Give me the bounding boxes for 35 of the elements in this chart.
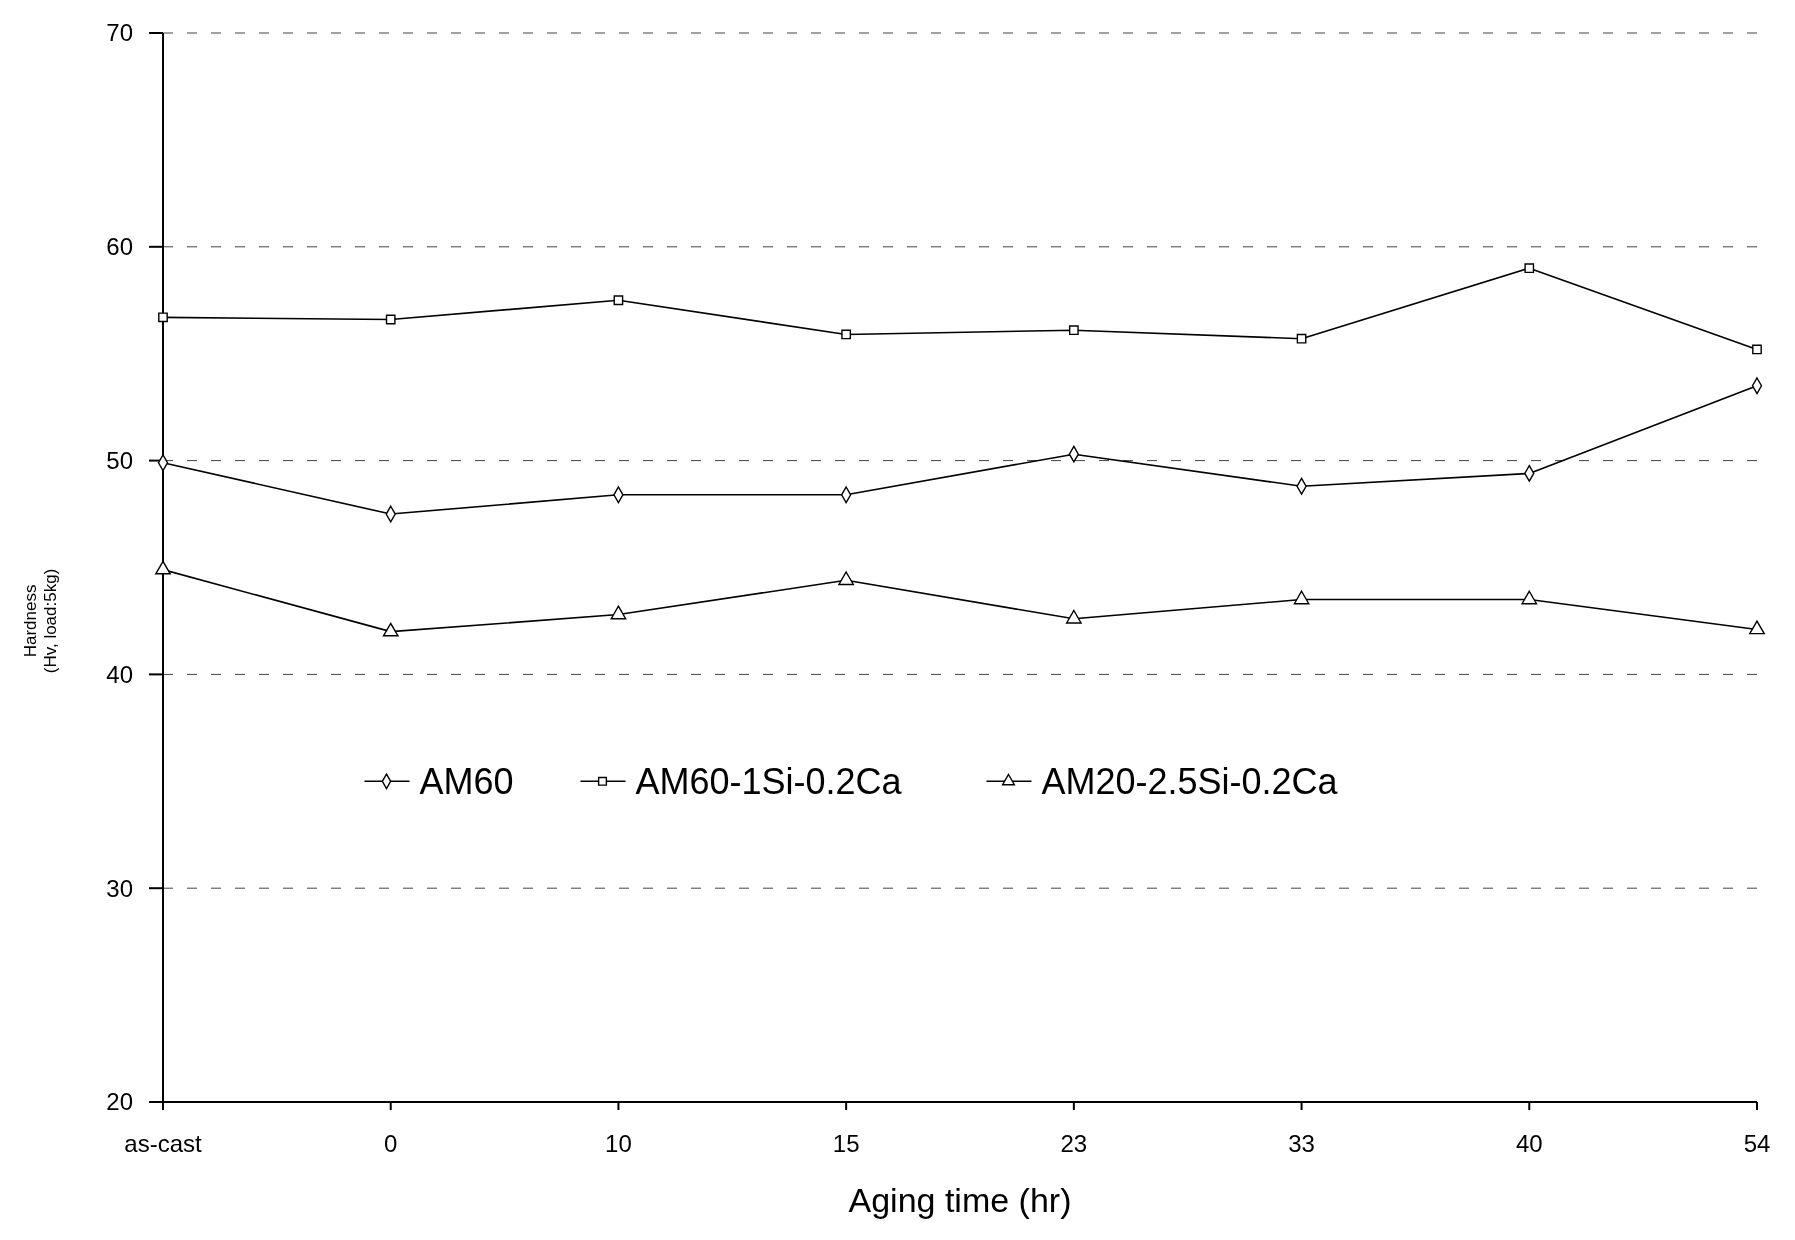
point [1068,325,1079,336]
point [1752,344,1762,355]
point [158,312,168,323]
point [1065,609,1082,624]
point [385,314,396,325]
x-tick-label: as-cast [124,1130,203,1157]
y-tick-label: 70 [106,19,133,47]
legend-label: AM20-2.5Si-0.2Ca [1041,760,1339,802]
legend-label: AM60-1Si-0.2Ca [635,760,903,802]
x-tick-label: 0 [384,1130,398,1157]
point [382,622,399,637]
point [610,605,627,620]
x-axis-title: Aging time (hr) [848,1181,1072,1219]
point [1524,263,1535,274]
point [1521,590,1538,605]
legend-label: AM60 [419,760,514,802]
point [1749,620,1765,635]
point [1293,590,1310,605]
point [841,329,852,340]
point [613,295,624,306]
y-tick-label: 30 [106,874,133,902]
x-tick-label: 40 [1515,1130,1543,1157]
x-tick-label: 54 [1743,1130,1771,1157]
x-tick-label: 33 [1288,1130,1315,1157]
point [838,571,855,586]
point [1296,333,1307,344]
y-tick-label: 60 [106,233,133,261]
y-tick-label: 20 [106,1088,133,1116]
y-axis-title: Hardness (Hv, load:5kg) [21,568,60,674]
x-tick-label: 10 [605,1130,632,1157]
y-tick-label: 50 [106,447,133,474]
x-tick-label: 15 [832,1130,860,1157]
point [155,560,171,575]
x-tick-label: 23 [1060,1130,1088,1157]
y-tick-label: 40 [106,660,133,688]
